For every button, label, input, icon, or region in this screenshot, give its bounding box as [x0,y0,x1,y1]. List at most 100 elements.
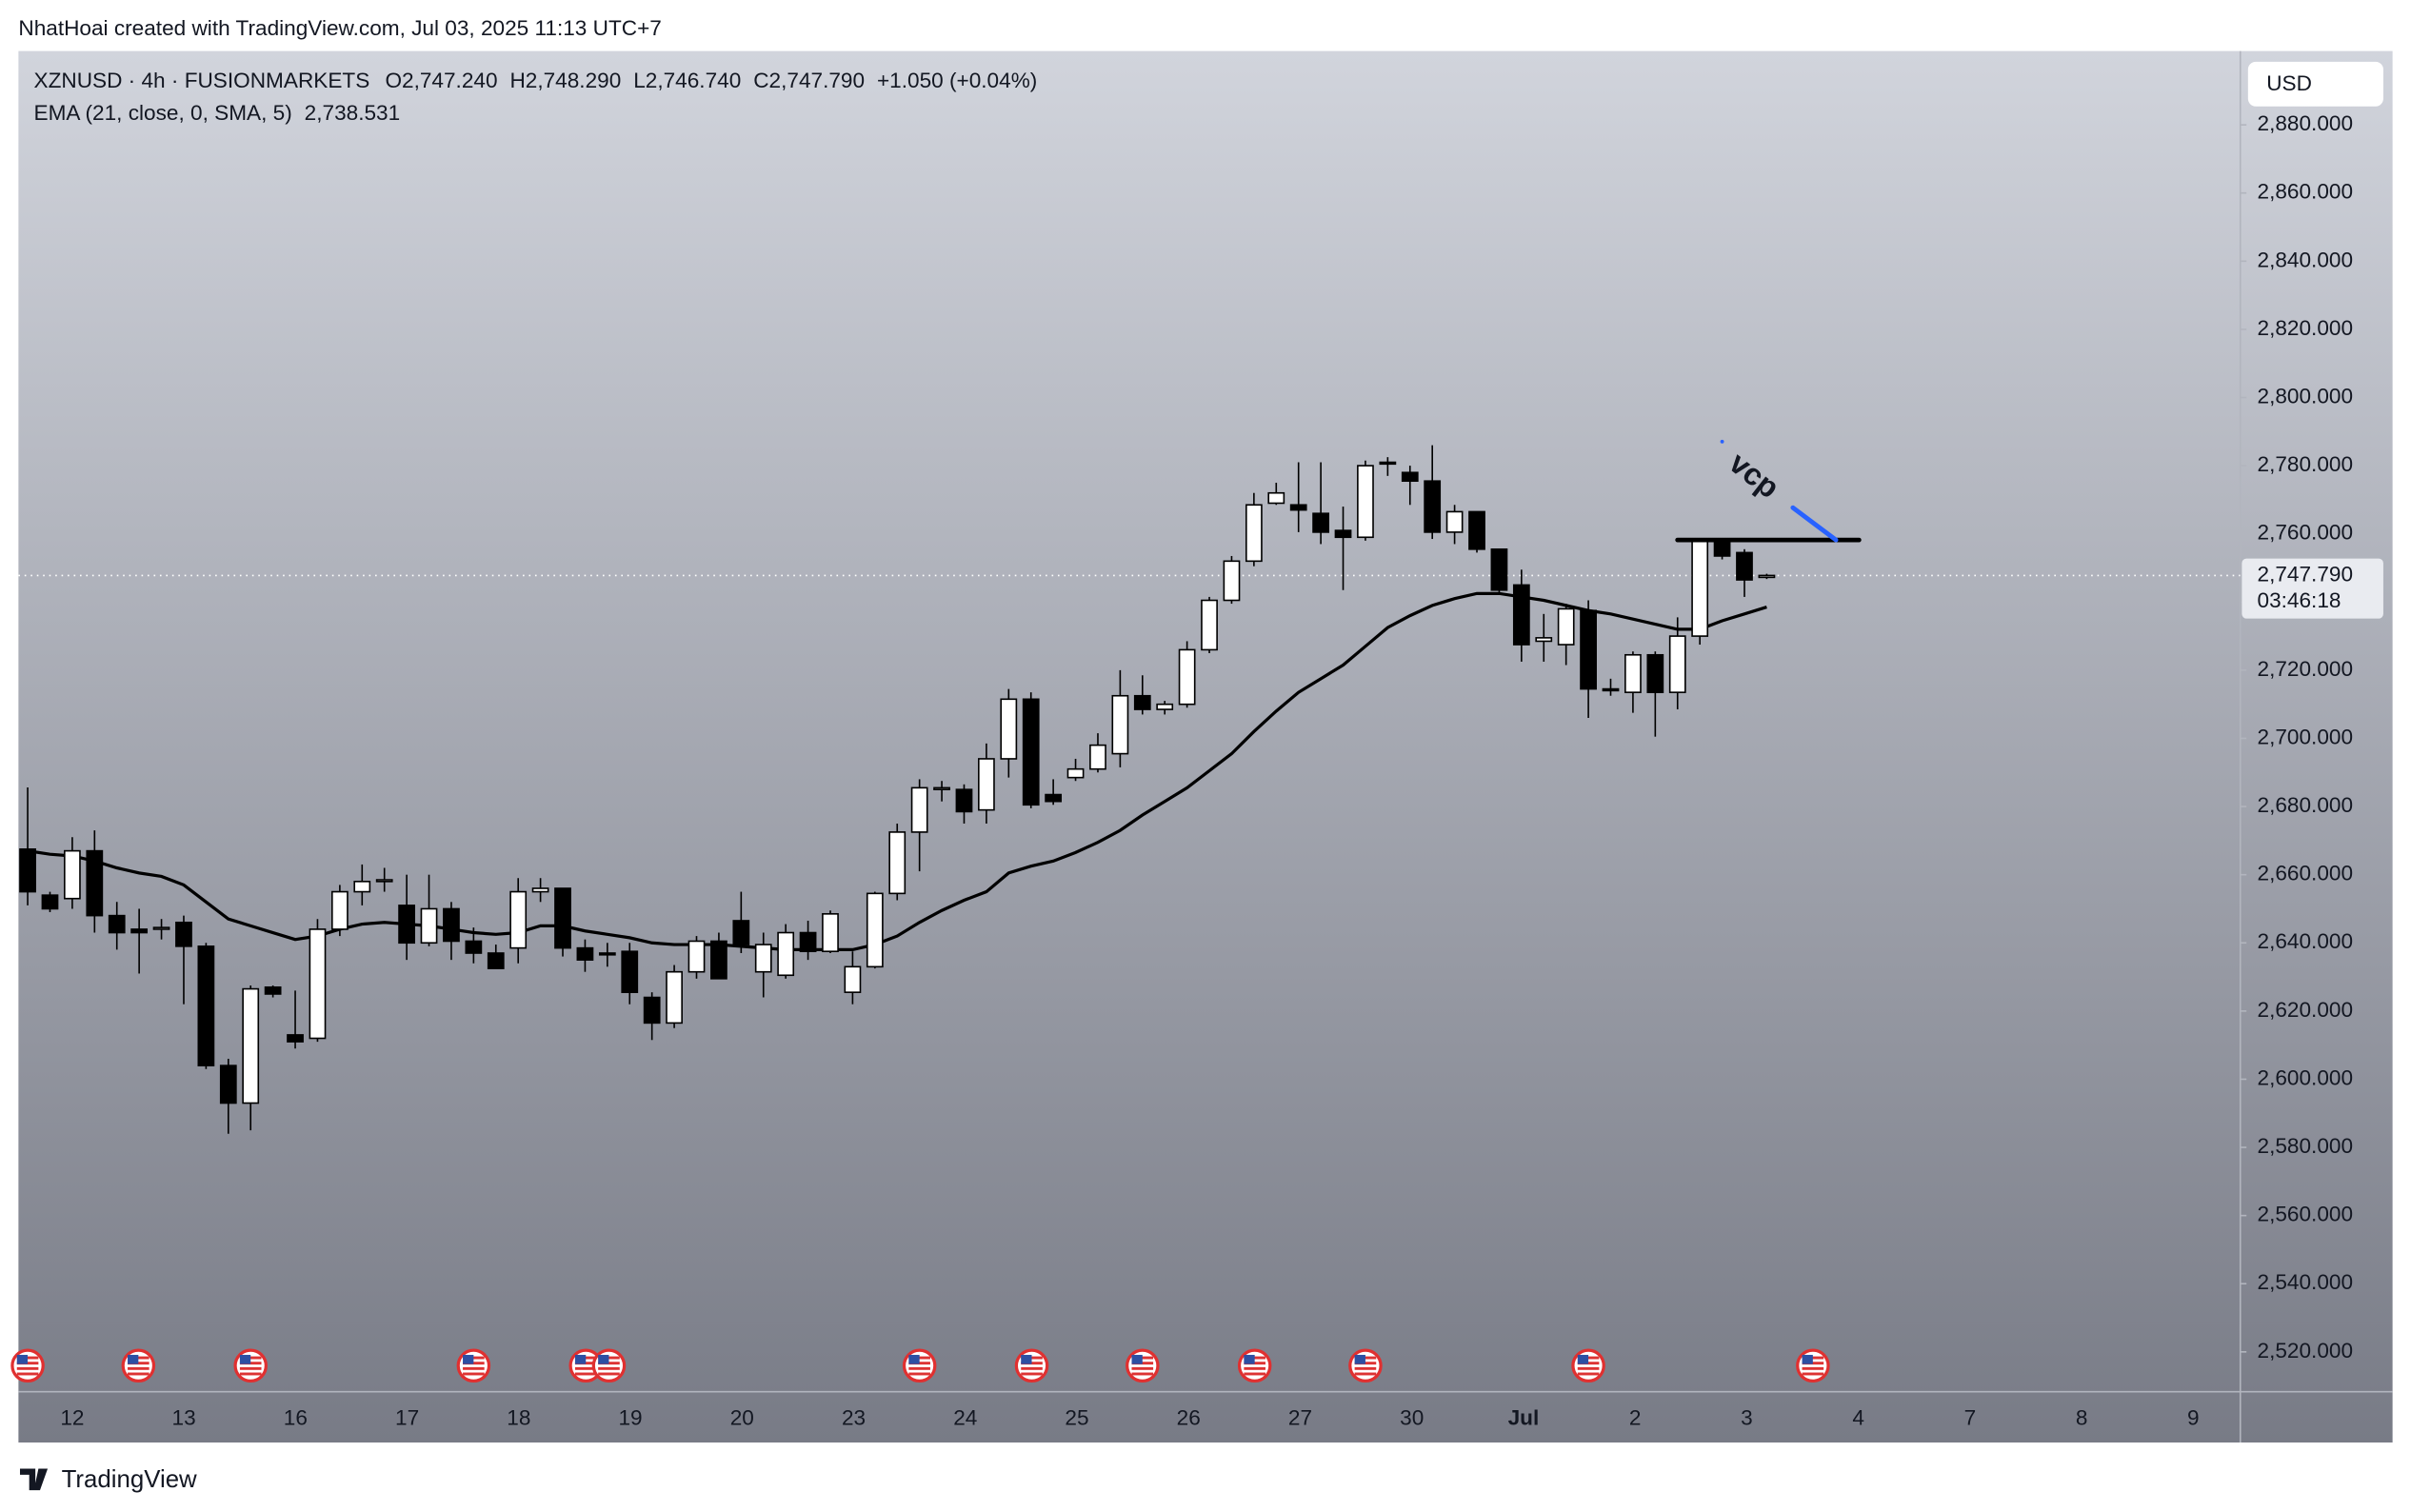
candle-body [242,987,260,1104]
x-tick-label: 19 [618,1406,642,1430]
ema-name: EMA (21, close, 0, SMA, 5) [34,101,292,125]
event-flag[interactable] [902,1348,937,1383]
candle-body [732,920,750,945]
flag-stripe [1354,1366,1377,1370]
flag-canton [128,1354,139,1364]
flag-stripe [239,1372,262,1376]
event-flag[interactable] [10,1348,45,1383]
legend-line: XZNUSD · 4h · FUSIONMARKETS O2,747.240 H2,… [34,69,1038,92]
candle-body [754,944,772,973]
candle-body [443,907,460,943]
ema-legend: EMA (21, close, 0, SMA, 5) 2,738.531 [34,101,401,125]
flag-stripe [1802,1366,1824,1370]
x-tick-label: 24 [953,1406,977,1430]
candle-body [86,849,104,917]
y-tick-label: 2,760.000 [2258,521,2354,545]
candle-body [1267,491,1285,505]
flag-canton [1021,1354,1032,1364]
candle-body [1424,480,1442,533]
flag-canton [1577,1354,1589,1364]
flag-stripe [1577,1366,1600,1370]
y-tick-label: 2,560.000 [2258,1203,2354,1226]
flag-stripe [574,1372,597,1376]
candle-body [1156,703,1174,710]
candle-body [1357,465,1374,539]
candle-body [1646,653,1664,693]
event-flag[interactable] [1014,1348,1049,1383]
last-price-label: 2,747.790 [2258,562,2354,586]
x-tick-label: 23 [842,1406,866,1430]
y-tick-label: 2,700.000 [2258,725,2354,748]
header-credit: NhatHoai created with TradingView.com, J… [18,16,661,40]
plot-area [18,445,2241,1134]
event-flag[interactable] [591,1348,627,1383]
flag-stripe [574,1366,597,1370]
flag-stripe [16,1366,39,1370]
candle-body [152,926,170,930]
ema-value: 2,738.531 [305,101,401,125]
candle-body [1624,653,1642,693]
x-tick-label: 26 [1177,1406,1201,1430]
x-tick-label: 27 [1288,1406,1312,1430]
event-flag[interactable] [121,1348,156,1383]
y-tick-label: 2,720.000 [2258,657,2354,681]
candle-body [330,890,349,930]
event-flag[interactable] [1571,1348,1605,1383]
currency[interactable]: USD [2266,71,2312,95]
candle-body [353,881,371,893]
event-flag[interactable] [456,1348,491,1383]
candle-body [1602,687,1620,692]
candle-body [1401,471,1419,483]
candle-body [64,849,81,900]
y-tick-label: 2,800.000 [2258,384,2354,408]
flag-canton [16,1354,29,1364]
event-flag[interactable] [233,1348,268,1383]
arrow-line [1790,505,1839,543]
x-tick-label: 9 [2187,1406,2200,1430]
candle-body [108,914,126,934]
y-tick-label: 2,540.000 [2258,1270,2354,1294]
x-tick-label: 8 [2076,1406,2088,1430]
y-tick-label: 2,640.000 [2258,929,2354,953]
candle-body [1512,584,1530,646]
currency-box[interactable] [2247,61,2383,107]
event-flag[interactable] [1348,1348,1383,1383]
flag-canton [908,1354,920,1364]
event-flag[interactable] [1126,1348,1160,1383]
candle-body [1223,560,1241,602]
candle-body [888,831,907,895]
x-tick-label: 20 [730,1406,754,1430]
candle-body [509,890,528,949]
candle-body [1535,637,1553,643]
flag-canton [463,1354,474,1364]
x-tick-label: 17 [395,1406,419,1430]
candle-body [1736,551,1753,581]
candle-body [933,786,950,790]
legend: XZNUSD · 4h · FUSIONMARKETS O2,747.240 H2,… [34,69,1038,125]
candle-body [955,788,973,813]
y-tick-label: 2,860.000 [2258,180,2354,204]
x-tick-label: 16 [284,1406,308,1430]
flag-stripe [598,1356,620,1360]
y-tick-label: 2,600.000 [2258,1065,2354,1089]
event-flag[interactable] [1796,1348,1830,1383]
flag-stripe [908,1366,930,1370]
flag-stripe [463,1372,485,1376]
flag-stripe [128,1372,149,1376]
candle-body [1022,698,1040,806]
event-flag[interactable] [568,1348,604,1383]
y-tick-label: 2,580.000 [2258,1134,2354,1158]
candle-body [1111,694,1129,755]
candle-body [1758,574,1776,579]
event-flag[interactable] [1237,1348,1272,1383]
candle-body [643,996,661,1025]
candle-body [910,786,928,833]
flag-stripe [598,1362,620,1365]
x-tick-label: Jul [1508,1406,1540,1430]
candle-body [197,945,215,1066]
y-tick-label: 2,880.000 [2258,111,2354,135]
flag-stripe [16,1372,39,1376]
countdown: 03:46:18 [2258,588,2341,612]
candle-body [598,952,616,956]
